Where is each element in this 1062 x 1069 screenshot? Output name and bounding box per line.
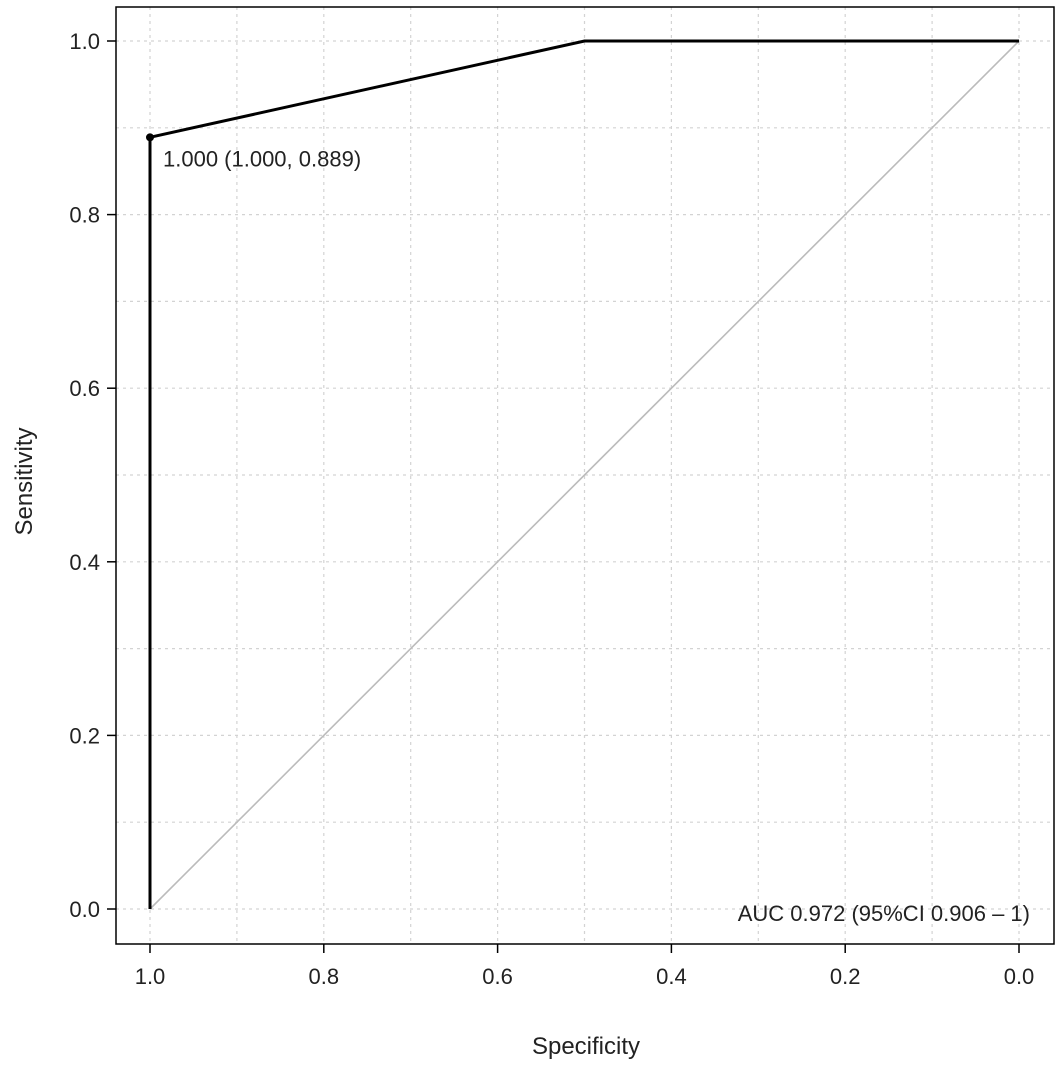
y-tick-label: 0.2 — [69, 723, 100, 748]
grid-layer — [116, 7, 1054, 944]
x-tick-label: 0.4 — [656, 964, 687, 989]
plot-frame — [115, 6, 1055, 945]
reference-layer — [149, 40, 1020, 910]
x-tick-label: 0.6 — [482, 964, 513, 989]
y-tick-label: 0.4 — [69, 550, 100, 575]
x-tick-label: 0.2 — [830, 964, 861, 989]
auc-label: AUC 0.972 (95%CI 0.906 – 1) — [738, 901, 1030, 926]
axes-layer: 1.0 0.8 0.6 0.4 0.2 0.0 0.0 0.2 0.4 0.6 0.8 1.0 — [69, 29, 1034, 989]
x-tick-label: 0.0 — [1004, 964, 1035, 989]
y-axis-title: Sensitivity — [11, 427, 38, 535]
y-tick-label: 0.8 — [69, 203, 100, 228]
threshold-point — [146, 133, 154, 142]
x-axis-title: Specificity — [532, 1033, 640, 1060]
x-tick-label: 0.8 — [309, 964, 340, 989]
annotation-layer: 1.000 (1.000, 0.889) AUC 0.972 (95%CI 0.… — [163, 146, 1030, 926]
y-tick-label: 1.0 — [69, 29, 100, 54]
series-layer — [146, 39, 1019, 909]
x-tick-label: 1.0 — [135, 964, 166, 989]
y-tick-label: 0.0 — [69, 897, 100, 922]
y-tick-label: 0.6 — [69, 376, 100, 401]
roc-curve-line — [148, 39, 1019, 909]
reference-diagonal-line — [149, 40, 1020, 910]
threshold-label: 1.000 (1.000, 0.889) — [163, 146, 361, 171]
